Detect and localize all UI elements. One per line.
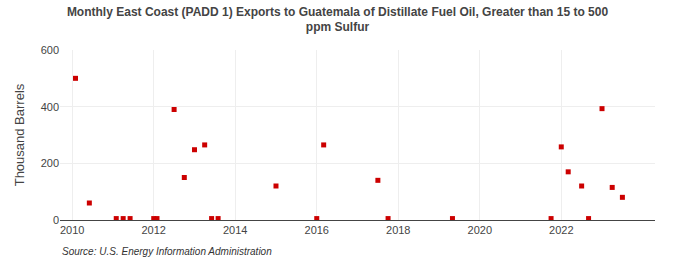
svg-text:Thousand Barrels: Thousand Barrels [12,83,27,186]
svg-text:2016: 2016 [305,224,329,236]
svg-text:2010: 2010 [60,224,84,236]
svg-text:2018: 2018 [386,224,410,236]
svg-text:200: 200 [41,157,59,169]
svg-text:2014: 2014 [223,224,247,236]
svg-text:400: 400 [41,101,59,113]
svg-text:2022: 2022 [549,224,573,236]
svg-text:600: 600 [41,44,59,56]
svg-text:Source: U.S. Energy Informatio: Source: U.S. Energy Information Administ… [62,246,272,257]
svg-text:2012: 2012 [141,224,165,236]
svg-text:2020: 2020 [468,224,492,236]
svg-text:Monthly East Coast (PADD 1) Ex: Monthly East Coast (PADD 1) Exports to G… [67,5,609,35]
svg-text:0: 0 [53,214,59,226]
